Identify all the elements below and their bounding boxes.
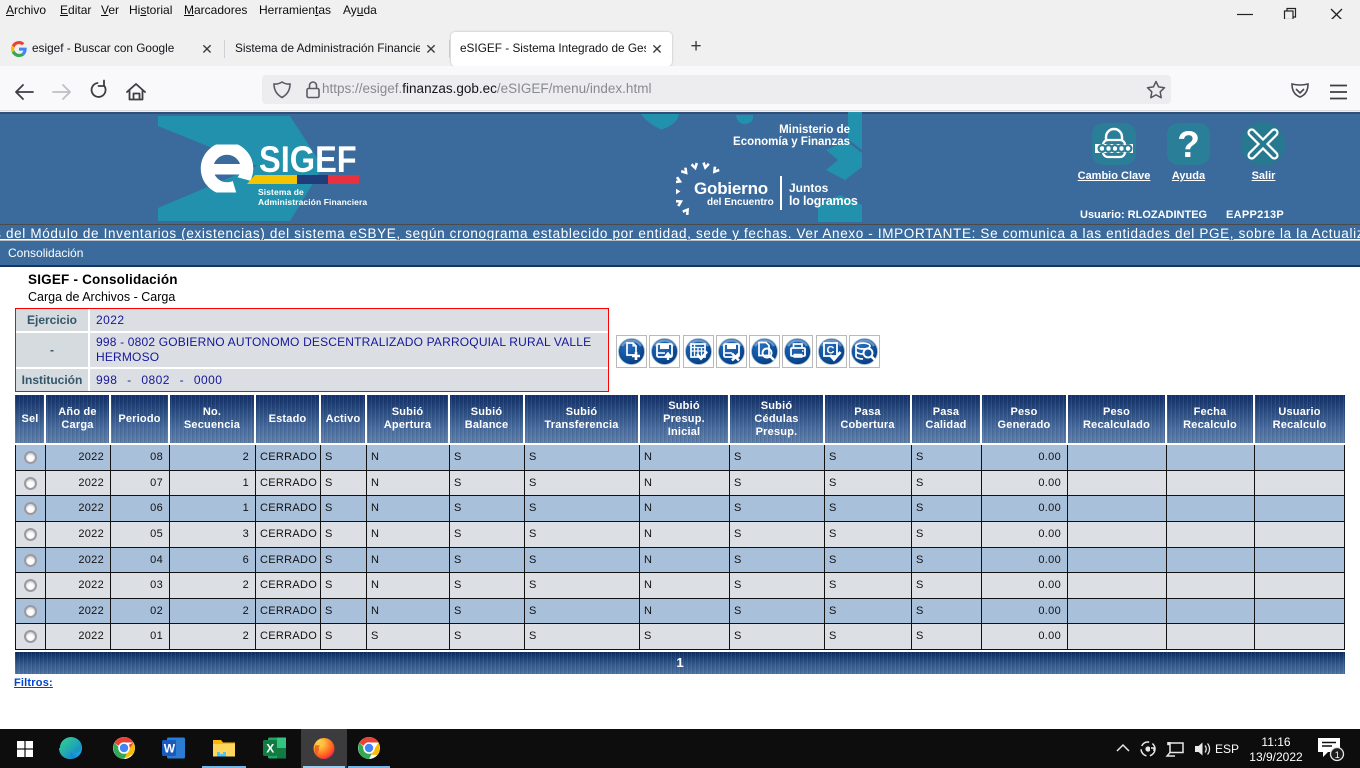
svg-text:X: X: [266, 742, 274, 756]
svg-text:1: 1: [1335, 750, 1340, 760]
svg-text:C: C: [826, 345, 834, 357]
svg-text:W: W: [164, 742, 176, 756]
